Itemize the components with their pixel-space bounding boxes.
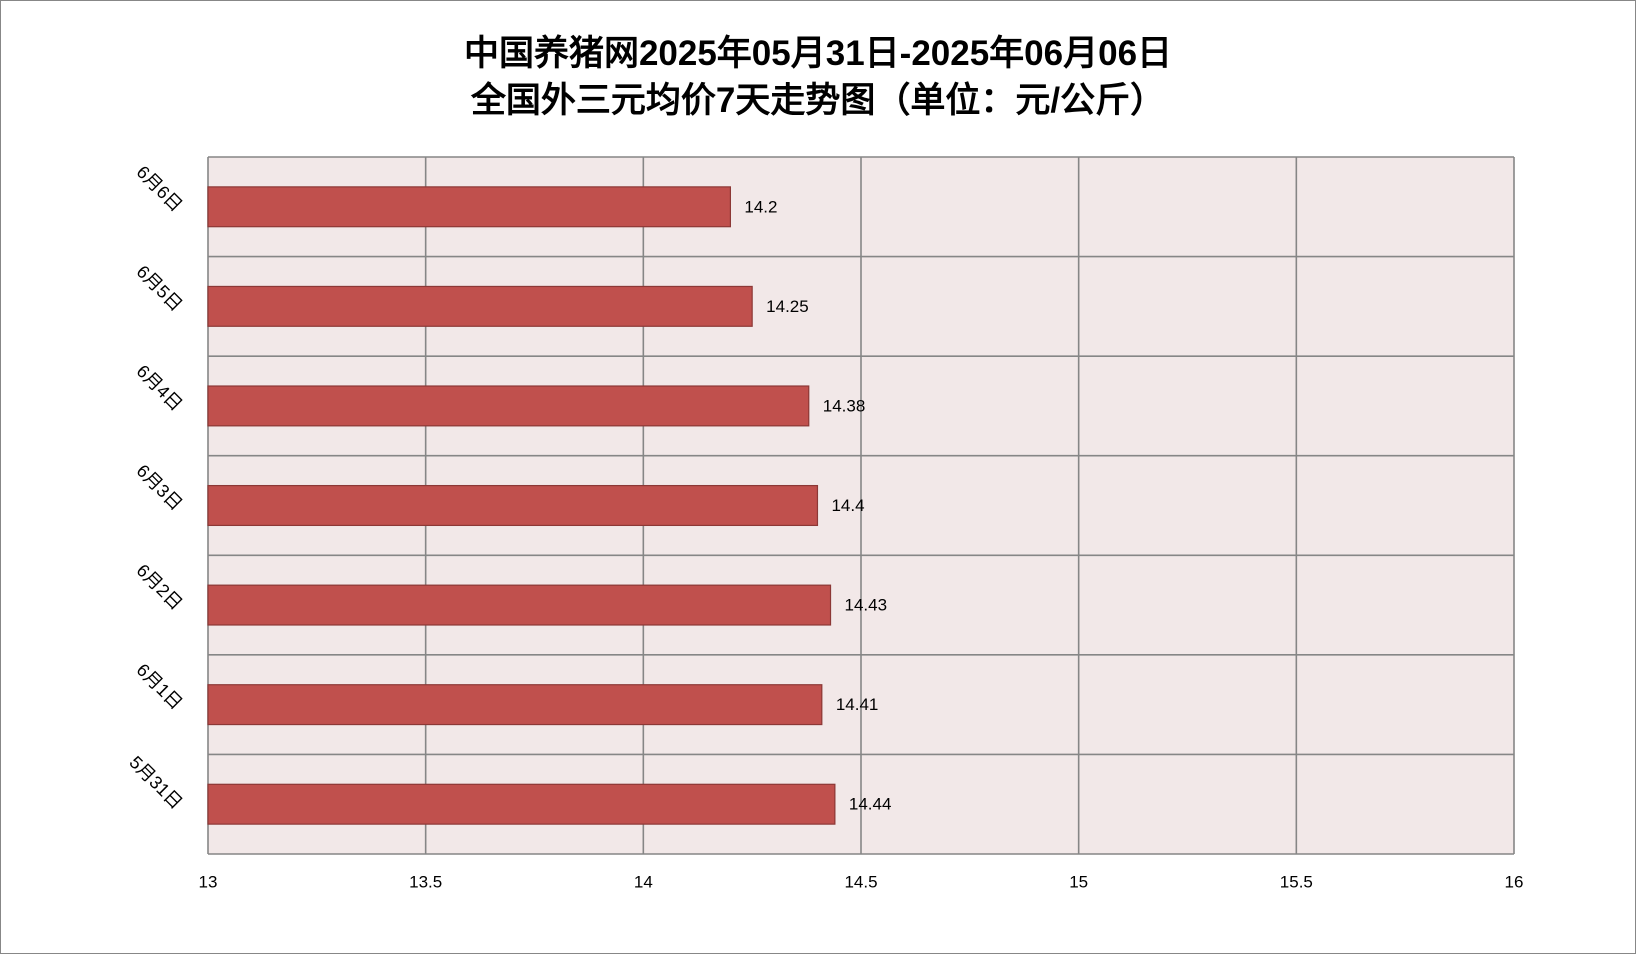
- x-tick-label: 13: [199, 873, 218, 892]
- x-axis-tick-labels: 13 13.5 14 14.5 15 15.5 16: [199, 873, 1524, 892]
- bar: [207, 285, 753, 327]
- data-label: 14.25: [766, 297, 809, 316]
- data-label: 14.43: [845, 596, 888, 615]
- category-label: 5月31日: [125, 752, 186, 813]
- data-labels: 14.44 14.41 14.43 14.4 14.38 14.25 14.2: [744, 197, 891, 813]
- category-label: 6月1日: [133, 660, 187, 714]
- bar: [207, 385, 810, 427]
- x-tick-label: 15: [1069, 873, 1088, 892]
- category-label: 6月5日: [133, 261, 187, 315]
- data-label: 14.41: [836, 695, 879, 714]
- bar-series: [207, 186, 836, 825]
- bar: [207, 484, 819, 527]
- chart-title: 中国养猪网2025年05月31日-2025年06月06日 全国外三元均价7天走势…: [0, 30, 1636, 124]
- bar: [207, 684, 823, 726]
- data-label: 14.4: [831, 496, 864, 515]
- data-label: 14.38: [823, 396, 866, 415]
- data-label: 14.2: [744, 197, 777, 216]
- chart-title-line-2: 全国外三元均价7天走势图（单位：元/公斤）: [470, 81, 1166, 120]
- x-tick-label: 15.5: [1280, 873, 1313, 892]
- category-label: 6月4日: [133, 361, 187, 415]
- category-label: 6月6日: [133, 162, 187, 216]
- bar: [207, 584, 832, 626]
- y-axis-category-labels: 5月31日 6月1日 6月2日 6月3日 6月4日 6月5日 6月6日: [125, 162, 186, 813]
- gridlines: [207, 156, 1515, 855]
- x-tick-label: 13.5: [409, 873, 442, 892]
- category-label: 6月3日: [133, 461, 187, 515]
- bar: [207, 783, 836, 825]
- x-tick-label: 14: [634, 873, 653, 892]
- bar: [207, 186, 732, 228]
- category-label: 6月2日: [133, 560, 187, 614]
- x-tick-label: 14.5: [844, 873, 877, 892]
- x-tick-label: 16: [1505, 873, 1524, 892]
- chart-title-line-1: 中国养猪网2025年05月31日-2025年06月06日: [463, 34, 1173, 73]
- data-label: 14.44: [849, 795, 892, 814]
